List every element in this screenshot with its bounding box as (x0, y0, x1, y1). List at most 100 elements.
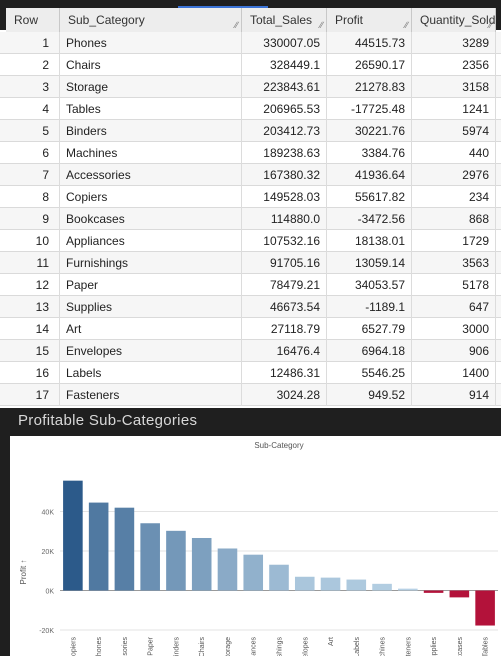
profit-cell: 6527.79 (327, 318, 412, 340)
column-header-quantity-sold[interactable]: Quantity_Sold ∕∕ (412, 8, 496, 32)
quantity-sold-cell: 5974 (412, 120, 496, 142)
profit-cell: 3384.76 (327, 142, 412, 164)
resize-handle-icon[interactable]: ∕∕ (319, 20, 323, 30)
bar (294, 576, 315, 591)
quantity-sold-cell: 3000 (412, 318, 496, 340)
sub-category-cell: Tables (60, 98, 242, 120)
sub-category-cell: Bookcases (60, 208, 242, 230)
quantity-sold-cell: 906 (412, 340, 496, 362)
sub-category-cell: Appliances (60, 230, 242, 252)
total-sales-cell: 189238.63 (242, 142, 327, 164)
y-axis-label: Profit ↑ (19, 560, 28, 585)
table-row[interactable]: 3 Storage 223843.61 21278.83 3158 (0, 76, 501, 98)
column-header-sub-category[interactable]: Sub_Category ∕∕ (60, 8, 242, 32)
sub-category-cell: Fasteners (60, 384, 242, 406)
quantity-sold-cell: 868 (412, 208, 496, 230)
sub-category-cell: Furnishings (60, 252, 242, 274)
table-row[interactable]: 1 Phones 330007.05 44515.73 3289 (0, 32, 501, 54)
x-tick-label: Labels (354, 637, 361, 656)
chart-heading: Profitable Sub-Categories (18, 412, 198, 429)
profit-cell: 55617.82 (327, 186, 412, 208)
quantity-sold-cell: 3158 (412, 76, 496, 98)
x-tick-label: Binders (173, 637, 180, 656)
quantity-sold-cell: 914 (412, 384, 496, 406)
table-row[interactable]: 5 Binders 203412.73 30221.76 5974 (0, 120, 501, 142)
resize-handle-icon[interactable]: ∕∕ (404, 20, 408, 30)
total-sales-cell: 16476.4 (242, 340, 327, 362)
bar (217, 548, 238, 591)
sub-category-cell: Copiers (60, 186, 242, 208)
row-number: 10 (6, 230, 60, 252)
column-header-row[interactable]: Row (6, 8, 60, 32)
profit-cell: 26590.17 (327, 54, 412, 76)
row-number: 2 (6, 54, 60, 76)
header-accent-bar (178, 6, 268, 8)
row-number: 9 (6, 208, 60, 230)
resize-handle-icon[interactable]: ∕∕ (234, 20, 238, 30)
profit-cell: 5546.25 (327, 362, 412, 384)
row-number: 17 (6, 384, 60, 406)
sub-category-cell: Supplies (60, 296, 242, 318)
x-tick-label: Tables (483, 637, 490, 656)
profit-cell: 13059.14 (327, 252, 412, 274)
table-row[interactable]: 17 Fasteners 3024.28 949.52 914 (0, 384, 501, 406)
row-number: 11 (6, 252, 60, 274)
table-row[interactable]: 10 Appliances 107532.16 18138.01 1729 (0, 230, 501, 252)
sub-category-cell: Paper (60, 274, 242, 296)
table-row[interactable]: 7 Accessories 167380.32 41936.64 2976 (0, 164, 501, 186)
total-sales-cell: 91705.16 (242, 252, 327, 274)
profit-cell: 44515.73 (327, 32, 412, 54)
table-row[interactable]: 4 Tables 206965.53 -17725.48 1241 (0, 98, 501, 120)
sub-category-cell: Machines (60, 142, 242, 164)
bar (243, 554, 264, 591)
bar (372, 583, 392, 591)
sub-category-cell: Phones (60, 32, 242, 54)
total-sales-cell: 206965.53 (242, 98, 327, 120)
table-row[interactable]: 8 Copiers 149528.03 55617.82 234 (0, 186, 501, 208)
table-row[interactable]: 14 Art 27118.79 6527.79 3000 (0, 318, 501, 340)
table-row[interactable]: 11 Furnishings 91705.16 13059.14 3563 (0, 252, 501, 274)
total-sales-cell: 167380.32 (242, 164, 327, 186)
table-row[interactable]: 9 Bookcases 114880.0 -3472.56 868 (0, 208, 501, 230)
profit-cell: 21278.83 (327, 76, 412, 98)
table-row[interactable]: 12 Paper 78479.21 34053.57 5178 (0, 274, 501, 296)
x-tick-label: Furnishings (277, 637, 284, 656)
table-row[interactable]: 2 Chairs 328449.1 26590.17 2356 (0, 54, 501, 76)
sub-category-cell: Art (60, 318, 242, 340)
resize-handle-icon[interactable]: ∕∕ (488, 20, 492, 30)
row-number: 8 (6, 186, 60, 208)
bar (346, 579, 367, 591)
row-number: 12 (6, 274, 60, 296)
table-row[interactable]: 13 Supplies 46673.54 -1189.1 647 (0, 296, 501, 318)
column-header-profit[interactable]: Profit ∕∕ (327, 8, 412, 32)
row-number: 15 (6, 340, 60, 362)
x-tick-label: Envelopes (302, 637, 309, 656)
table-row[interactable]: 16 Labels 12486.31 5546.25 1400 (0, 362, 501, 384)
row-number: 13 (6, 296, 60, 318)
table-row[interactable]: 15 Envelopes 16476.4 6964.18 906 (0, 340, 501, 362)
chart-section: Profitable Sub-Categories Sub-Category Pr… (0, 408, 501, 656)
x-tick-label: Supplies (431, 637, 438, 656)
total-sales-cell: 46673.54 (242, 296, 327, 318)
sub-category-cell: Chairs (60, 54, 242, 76)
bar (166, 530, 186, 591)
table-header: Row Sub_Category ∕∕ Total_Sales ∕∕ Profi… (0, 0, 501, 32)
profit-cell: -1189.1 (327, 296, 412, 318)
y-tick-label: 20K (42, 549, 55, 556)
total-sales-cell: 3024.28 (242, 384, 327, 406)
column-header-label: Row (14, 13, 39, 27)
y-tick-label: 0K (45, 589, 54, 596)
table-row[interactable]: 6 Machines 189238.63 3384.76 440 (0, 142, 501, 164)
x-tick-label: Paper (148, 636, 155, 655)
total-sales-cell: 78479.21 (242, 274, 327, 296)
sub-category-cell: Labels (60, 362, 242, 384)
bar (423, 590, 444, 593)
column-header-total-sales[interactable]: Total_Sales ∕∕ (242, 8, 327, 32)
x-tick-label: Accessories (122, 637, 129, 656)
column-header-label: Quantity_Sold (420, 13, 496, 27)
profit-cell: 41936.64 (327, 164, 412, 186)
data-table: Row Sub_Category ∕∕ Total_Sales ∕∕ Profi… (0, 0, 501, 408)
x-tick-label: Art (328, 637, 335, 646)
bar (475, 590, 495, 626)
profit-cell: -3472.56 (327, 208, 412, 230)
